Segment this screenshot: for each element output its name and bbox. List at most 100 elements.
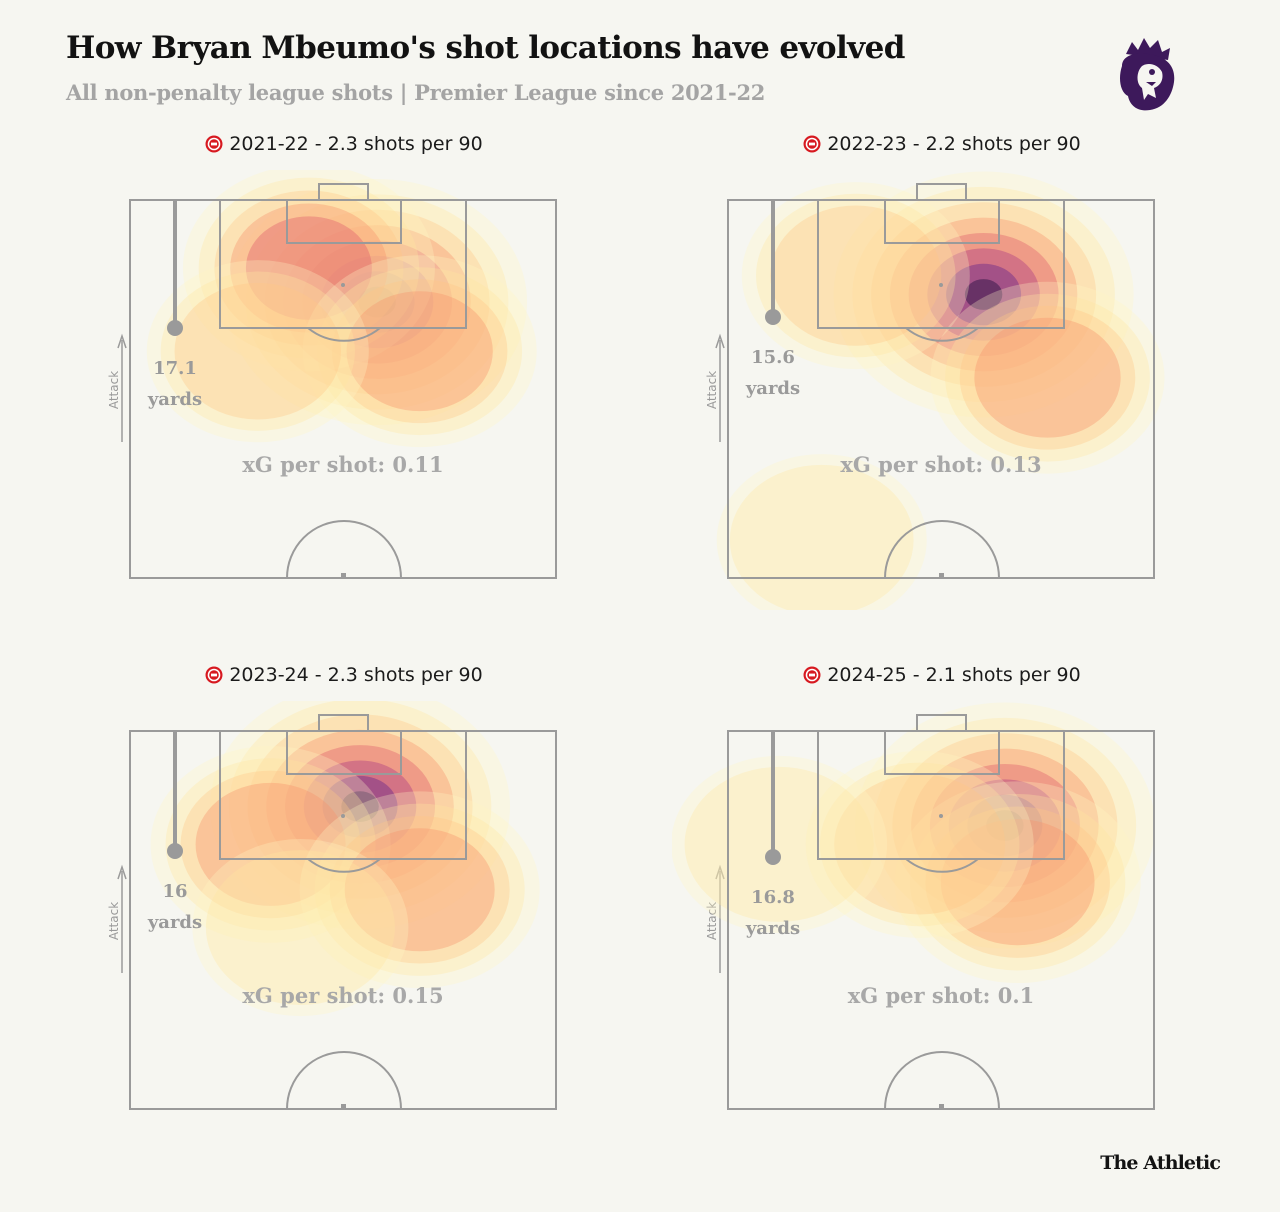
- penalty-spot: [939, 283, 943, 287]
- xg-per-shot: xG per shot: 0.15: [242, 983, 443, 1008]
- pitch-heatmap: Attack 16 yards xG per shot: 0.15: [107, 701, 557, 1110]
- brentford-crest-icon: [205, 135, 223, 153]
- heat-blob-3-level-0: [716, 454, 927, 610]
- avg-distance-value: 17.1: [153, 358, 197, 379]
- heat-blob-2-level-0: [302, 255, 537, 448]
- heat-blob-1-level-0: [150, 746, 391, 943]
- heat-blob-2-level-3: [974, 317, 1121, 438]
- centre-circle: [884, 520, 1000, 579]
- heat-blob-0-level-6: [967, 794, 1043, 857]
- heat-blob-0-level-5: [927, 248, 1040, 341]
- pitch-markings: [727, 183, 1155, 579]
- heat-blob-0-level-7: [986, 810, 1024, 841]
- heat-blob-0-level-3: [266, 729, 454, 884]
- heat-blob-2-level-2: [329, 815, 510, 964]
- average-distance-marker: 16.8 yards: [745, 731, 800, 939]
- heat-blob-0-level-6: [946, 263, 1022, 326]
- heat-blob-0-level-3: [283, 225, 471, 379]
- heat-blob-3-level-2: [174, 282, 342, 420]
- centre-spot: [939, 1104, 944, 1109]
- chart-title: How Bryan Mbeumo's shot locations have e…: [66, 30, 905, 66]
- heat-blob-3-level-0: [192, 839, 409, 1017]
- pitch-markings: [129, 183, 557, 579]
- pitch-markings: [129, 714, 557, 1110]
- heat-blob-3-level-0: [146, 260, 369, 443]
- heat-blob-0-level-5: [320, 255, 434, 349]
- avg-distance-unit: yards: [745, 378, 800, 399]
- pitch-markings: [727, 714, 1155, 1110]
- penalty-spot: [939, 814, 943, 818]
- brentford-crest-icon: [205, 666, 223, 684]
- season-summary: 2022-23 - 2.2 shots per 90: [827, 133, 1081, 155]
- heat-blob-0-level-0: [227, 179, 528, 426]
- heat-blobs: [672, 702, 1155, 984]
- heat-blob-2-level-2: [331, 279, 508, 424]
- brentford-crest-icon: [803, 666, 821, 684]
- avg-distance-value: 15.6: [751, 347, 795, 368]
- heat-blob-3-level-1: [729, 464, 914, 610]
- season-summary: 2024-25 - 2.1 shots per 90: [827, 664, 1081, 686]
- heat-blob-0-level-0: [854, 702, 1155, 949]
- heat-blob-3-level-1: [684, 766, 874, 922]
- centre-spot: [341, 1104, 346, 1109]
- penalty-arc: [307, 858, 381, 873]
- direction-arrow: Attack: [705, 333, 725, 442]
- premier-league-lion-icon: [1120, 38, 1175, 111]
- avg-distance-value: 16.8: [751, 887, 795, 908]
- xg-per-shot: xG per shot: 0.11: [242, 452, 443, 477]
- heat-blob-0-level-0: [210, 701, 510, 930]
- heat-blob-0-level-4: [285, 745, 436, 869]
- pitch-heatmap: Attack 16.8 yards xG per shot: 0.1: [672, 702, 1155, 1110]
- avg-distance-unit: yards: [147, 912, 202, 933]
- avg-distance-unit: yards: [745, 918, 800, 939]
- chart-subtitle: All non-penalty league shots | Premier L…: [66, 80, 766, 105]
- centre-circle: [286, 520, 402, 579]
- heat-blob-0-level-6: [339, 271, 415, 333]
- heat-blob-0-level-0: [833, 171, 1134, 418]
- attack-label: Attack: [107, 902, 121, 940]
- season-summary: 2023-24 - 2.3 shots per 90: [229, 664, 483, 686]
- heat-blob-0-level-2: [247, 714, 473, 899]
- centre-spot: [341, 573, 346, 578]
- avg-distance-value: 16: [162, 881, 187, 902]
- goal: [916, 714, 967, 732]
- heat-blob-0-level-2: [871, 202, 1097, 387]
- heat-blob-0-level-3: [889, 217, 1078, 372]
- heatmap-panel-2024-25: 2024-25 - 2.1 shots per 90 Attack 16.8 y…: [672, 661, 1212, 1141]
- heat-blobs: [146, 170, 537, 448]
- season-summary: 2021-22 - 2.3 shots per 90: [229, 133, 483, 155]
- average-distance-marker: 16 yards: [147, 731, 202, 933]
- average-distance-marker: 15.6 yards: [745, 200, 800, 399]
- heat-blob-3-level-1: [160, 271, 355, 431]
- heatmap-panel-2023-24: 2023-24 - 2.3 shots per 90 Attack 16 yar…: [74, 661, 614, 1141]
- heat-blob-2-level-1: [945, 293, 1150, 462]
- heat-blob-1-level-0: [741, 182, 970, 370]
- heat-blob-2-level-1: [317, 267, 523, 436]
- heat-blob-0-level-4: [929, 764, 1080, 887]
- avg-distance-unit: yards: [147, 389, 202, 410]
- heat-blob-0-level-6: [322, 775, 398, 838]
- heat-blob-0-level-5: [948, 779, 1062, 872]
- heat-blob-3-level-1: [205, 850, 395, 1006]
- heat-blob-1-level-2: [180, 770, 361, 919]
- heat-blob-1-level-3: [230, 203, 388, 333]
- goal: [318, 714, 369, 732]
- heat-blob-1-level-1: [198, 177, 420, 359]
- heat-blob-2-level-2: [834, 774, 1006, 915]
- heat-blob-3-level-0: [672, 755, 888, 933]
- penalty-spot: [341, 814, 345, 818]
- heat-blob-2-level-1: [314, 803, 525, 976]
- heat-blob-0-level-1: [873, 717, 1137, 934]
- attack-label: Attack: [107, 371, 121, 409]
- xg-per-shot: xG per shot: 0.1: [848, 983, 1035, 1008]
- heat-blobs: [716, 171, 1165, 610]
- heat-blob-0-level-7: [341, 791, 379, 822]
- heat-blob-0-level-2: [264, 209, 490, 395]
- goal: [318, 183, 369, 201]
- penalty-arc: [905, 858, 979, 873]
- heat-blob-2-level-1: [819, 762, 1020, 927]
- heat-blob-0-level-4: [908, 233, 1059, 356]
- heat-blob-1-level-1: [756, 193, 956, 358]
- heat-blob-2-level-0: [805, 750, 1034, 938]
- panel-title: 2024-25 - 2.1 shots per 90: [672, 661, 1212, 689]
